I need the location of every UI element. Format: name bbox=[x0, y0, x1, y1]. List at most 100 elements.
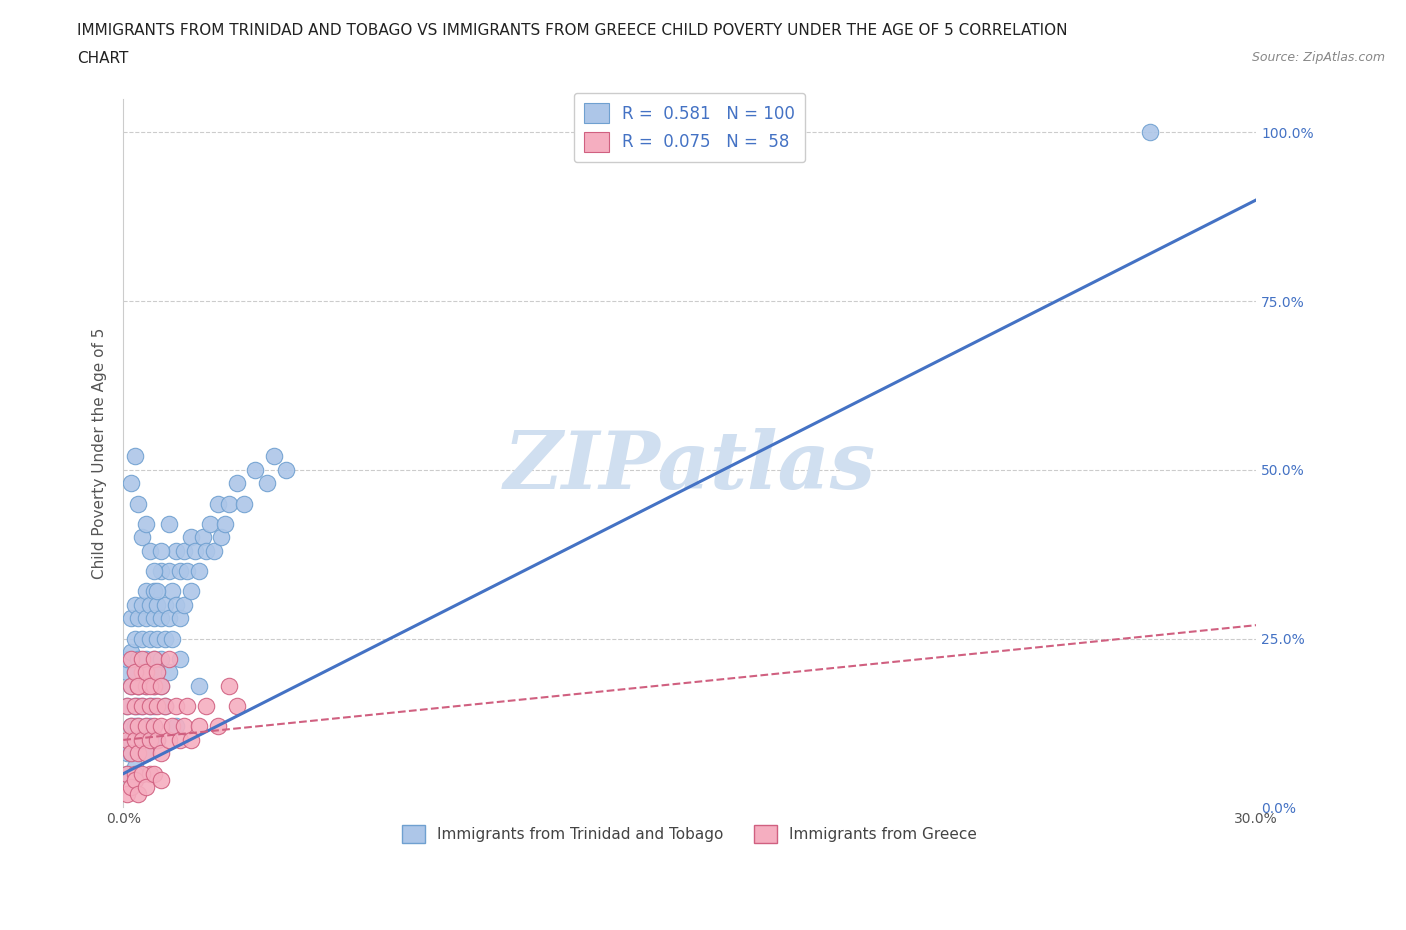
Point bbox=[120, 719, 142, 734]
Point bbox=[162, 719, 184, 734]
Point bbox=[138, 698, 160, 713]
Point bbox=[169, 652, 191, 667]
Point bbox=[115, 698, 138, 713]
Point bbox=[207, 497, 229, 512]
Point bbox=[135, 679, 157, 694]
Point bbox=[124, 733, 146, 748]
Point bbox=[135, 665, 157, 680]
Point bbox=[150, 652, 173, 667]
Point bbox=[176, 698, 198, 713]
Point bbox=[131, 698, 153, 713]
Point bbox=[157, 652, 180, 667]
Point bbox=[165, 543, 187, 558]
Point bbox=[142, 698, 165, 713]
Point bbox=[120, 476, 142, 491]
Point bbox=[124, 665, 146, 680]
Point bbox=[142, 652, 165, 667]
Point bbox=[225, 698, 247, 713]
Point bbox=[207, 719, 229, 734]
Point bbox=[135, 746, 157, 761]
Point bbox=[150, 773, 173, 788]
Point bbox=[146, 584, 169, 599]
Point bbox=[120, 746, 142, 761]
Point bbox=[150, 746, 173, 761]
Point bbox=[127, 787, 149, 802]
Point bbox=[157, 516, 180, 531]
Point bbox=[135, 516, 157, 531]
Point bbox=[131, 698, 153, 713]
Point bbox=[150, 564, 173, 578]
Point bbox=[150, 543, 173, 558]
Point bbox=[124, 733, 146, 748]
Point bbox=[124, 773, 146, 788]
Point bbox=[211, 530, 233, 545]
Point bbox=[173, 543, 195, 558]
Point bbox=[120, 719, 142, 734]
Point bbox=[146, 698, 169, 713]
Point bbox=[127, 679, 149, 694]
Point bbox=[127, 698, 149, 713]
Point bbox=[142, 611, 165, 626]
Point bbox=[127, 679, 149, 694]
Point bbox=[150, 719, 173, 734]
Point bbox=[180, 733, 202, 748]
Point bbox=[131, 733, 153, 748]
Point bbox=[150, 679, 173, 694]
Point bbox=[184, 543, 207, 558]
Point bbox=[195, 698, 218, 713]
Point bbox=[135, 746, 157, 761]
Point bbox=[127, 746, 149, 761]
Point bbox=[176, 564, 198, 578]
Point bbox=[138, 665, 160, 680]
Point bbox=[218, 497, 240, 512]
Point bbox=[187, 564, 209, 578]
Point bbox=[214, 516, 236, 531]
Point bbox=[142, 679, 165, 694]
Point bbox=[124, 597, 146, 612]
Point bbox=[120, 779, 142, 794]
Point bbox=[256, 476, 278, 491]
Text: ZIPatlas: ZIPatlas bbox=[503, 429, 876, 506]
Point bbox=[127, 733, 149, 748]
Point bbox=[120, 611, 142, 626]
Point bbox=[218, 679, 240, 694]
Point bbox=[124, 719, 146, 734]
Point bbox=[187, 679, 209, 694]
Point bbox=[1139, 125, 1161, 140]
Point bbox=[131, 665, 153, 680]
Point bbox=[153, 597, 176, 612]
Point bbox=[138, 766, 160, 781]
Point bbox=[165, 719, 187, 734]
Point bbox=[135, 719, 157, 734]
Point bbox=[169, 611, 191, 626]
Point bbox=[142, 679, 165, 694]
Point bbox=[198, 516, 221, 531]
Point bbox=[180, 584, 202, 599]
Point bbox=[165, 597, 187, 612]
Point bbox=[245, 462, 267, 477]
Point bbox=[120, 733, 142, 748]
Point bbox=[157, 611, 180, 626]
Point bbox=[135, 719, 157, 734]
Point bbox=[169, 733, 191, 748]
Point bbox=[124, 665, 146, 680]
Point bbox=[153, 631, 176, 646]
Point bbox=[131, 733, 153, 748]
Point bbox=[115, 746, 138, 761]
Text: Source: ZipAtlas.com: Source: ZipAtlas.com bbox=[1251, 51, 1385, 64]
Point bbox=[120, 746, 142, 761]
Point bbox=[142, 652, 165, 667]
Text: IMMIGRANTS FROM TRINIDAD AND TOBAGO VS IMMIGRANTS FROM GREECE CHILD POVERTY UNDE: IMMIGRANTS FROM TRINIDAD AND TOBAGO VS I… bbox=[77, 23, 1067, 38]
Point bbox=[263, 449, 285, 464]
Point bbox=[115, 787, 138, 802]
Point bbox=[191, 530, 214, 545]
Point bbox=[173, 719, 195, 734]
Point bbox=[165, 698, 187, 713]
Point bbox=[135, 779, 157, 794]
Point bbox=[124, 760, 146, 775]
Point bbox=[195, 543, 218, 558]
Point bbox=[127, 611, 149, 626]
Point bbox=[120, 679, 142, 694]
Point bbox=[131, 733, 153, 748]
Point bbox=[138, 543, 160, 558]
